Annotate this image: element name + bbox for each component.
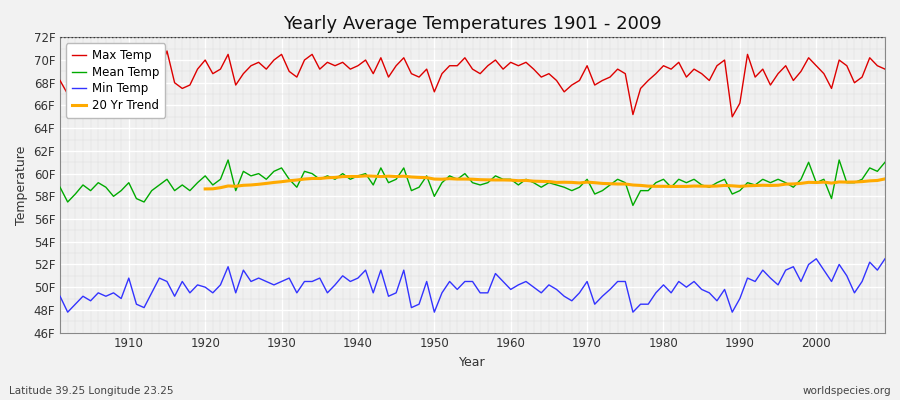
20 Yr Trend: [773, 183, 784, 188]
Mean Temp: [222, 158, 233, 162]
Mean Temp: [292, 185, 302, 190]
Max Temp: [292, 75, 302, 80]
Min Temp: [811, 256, 822, 261]
Max Temp: [727, 114, 738, 119]
Line: Mean Temp: Mean Temp: [60, 160, 885, 205]
Text: worldspecies.org: worldspecies.org: [803, 386, 891, 396]
Mean Temp: [605, 182, 616, 187]
Min Temp: [605, 287, 616, 292]
Mean Temp: [879, 160, 890, 165]
Line: 20 Yr Trend: 20 Yr Trend: [205, 176, 885, 189]
20 Yr Trend: [857, 179, 868, 184]
Legend: Max Temp, Mean Temp, Min Temp, 20 Yr Trend: Max Temp, Mean Temp, Min Temp, 20 Yr Tre…: [66, 43, 166, 118]
20 Yr Trend: [879, 176, 890, 181]
Min Temp: [123, 276, 134, 280]
20 Yr Trend: [788, 182, 798, 186]
Text: Latitude 39.25 Longitude 23.25: Latitude 39.25 Longitude 23.25: [9, 386, 174, 396]
Min Temp: [513, 282, 524, 287]
Mean Temp: [513, 182, 524, 187]
Min Temp: [62, 310, 73, 314]
Line: Max Temp: Max Temp: [60, 51, 885, 117]
Max Temp: [162, 48, 173, 53]
Min Temp: [879, 256, 890, 261]
Max Temp: [505, 60, 516, 65]
Mean Temp: [55, 185, 66, 190]
20 Yr Trend: [360, 174, 371, 178]
Min Temp: [292, 290, 302, 295]
Line: Min Temp: Min Temp: [60, 259, 885, 312]
Max Temp: [338, 60, 348, 65]
20 Yr Trend: [292, 178, 302, 182]
Max Temp: [513, 63, 524, 68]
20 Yr Trend: [200, 186, 211, 191]
20 Yr Trend: [681, 184, 692, 189]
Max Temp: [879, 67, 890, 72]
Min Temp: [505, 287, 516, 292]
X-axis label: Year: Year: [459, 356, 486, 369]
Max Temp: [116, 83, 127, 88]
Max Temp: [55, 78, 66, 83]
Mean Temp: [627, 203, 638, 208]
Max Temp: [605, 75, 616, 80]
Min Temp: [55, 294, 66, 299]
Y-axis label: Temperature: Temperature: [15, 145, 28, 225]
Title: Yearly Average Temperatures 1901 - 2009: Yearly Average Temperatures 1901 - 2009: [284, 15, 662, 33]
20 Yr Trend: [414, 175, 425, 180]
Mean Temp: [505, 177, 516, 182]
Mean Temp: [116, 188, 127, 193]
Mean Temp: [338, 171, 348, 176]
Min Temp: [338, 274, 348, 278]
